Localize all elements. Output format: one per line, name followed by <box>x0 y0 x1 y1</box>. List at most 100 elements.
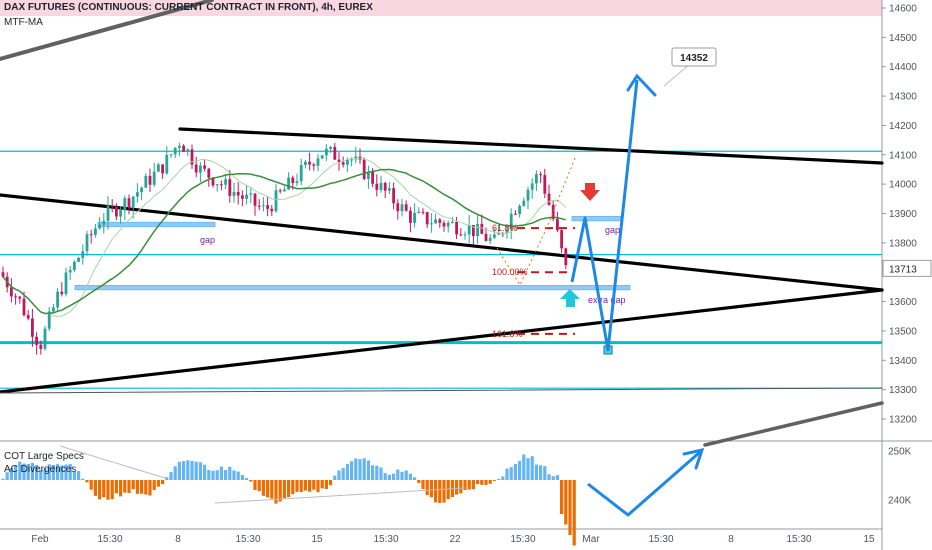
candle-body <box>249 193 253 195</box>
candle-body <box>400 204 404 212</box>
histogram-bar <box>518 460 522 480</box>
candle-body <box>304 161 307 165</box>
histogram-bar <box>282 480 286 499</box>
candle-body <box>207 168 211 178</box>
histogram-bar <box>144 480 148 495</box>
histogram-bar <box>287 480 291 498</box>
histogram-bar <box>106 480 110 500</box>
histogram-bar <box>455 480 459 495</box>
histogram-bar <box>77 471 81 480</box>
ma-fast-line <box>2 157 567 317</box>
candle-body <box>434 219 437 224</box>
candle-body <box>173 147 177 155</box>
fib-connector <box>496 157 576 287</box>
histogram-bar <box>568 480 572 535</box>
candle-body <box>295 181 299 184</box>
histogram-bar <box>14 465 18 480</box>
histogram-bar <box>337 470 341 480</box>
candle-body <box>73 261 76 271</box>
histogram-bar <box>526 458 530 480</box>
price-tick-label: 14600 <box>889 4 917 15</box>
time-tick-label: 15:30 <box>648 534 673 545</box>
candle-body <box>396 203 400 212</box>
candle-body <box>228 179 232 196</box>
histogram-bar <box>131 480 135 490</box>
candle-body <box>102 220 106 225</box>
histogram-bar <box>316 480 320 493</box>
time-tick-label: 15:30 <box>235 534 260 545</box>
gap-zone-2 <box>571 216 623 222</box>
candle-body <box>199 165 202 173</box>
histogram-bar <box>438 480 442 504</box>
histogram-bar <box>383 473 387 480</box>
histogram-bar <box>299 480 303 493</box>
gap-zone-1 <box>97 221 216 228</box>
histogram-bar <box>240 474 244 480</box>
candle-body <box>131 196 135 209</box>
fib-level-label: 161.8% <box>492 329 523 339</box>
candle-body <box>488 237 492 241</box>
candle-body <box>312 164 316 166</box>
candle-body <box>182 145 185 152</box>
histogram-bar <box>308 480 312 492</box>
histogram-bar <box>190 460 194 480</box>
candle-body <box>371 171 374 184</box>
candle-body <box>472 225 475 237</box>
histogram-bar <box>266 480 270 498</box>
time-tick-label: 15:30 <box>373 534 398 545</box>
histogram-bar <box>560 480 564 514</box>
histogram-bar <box>5 472 9 480</box>
candle-body <box>337 159 341 163</box>
candle-body <box>299 164 303 182</box>
price-tick-label: 14200 <box>889 121 917 132</box>
histogram-bar <box>387 474 391 480</box>
candle-body <box>14 296 17 298</box>
histogram-bar <box>392 473 396 480</box>
candle-body <box>224 179 227 185</box>
candle-body <box>257 205 261 207</box>
price-tick-label: 13400 <box>889 356 917 367</box>
candle-body <box>262 205 265 207</box>
chart-title: DAX FUTURES (CONTINUOUS: CURRENT CONTRAC… <box>4 2 373 13</box>
candle-body <box>283 189 286 192</box>
candle-body <box>556 218 559 231</box>
lower-indicator-2: AC Divergences <box>4 464 77 475</box>
trendline-4 <box>0 288 884 394</box>
candle-body <box>316 158 320 166</box>
histogram-bar <box>539 465 543 480</box>
down-arrow-marker <box>580 183 600 201</box>
histogram-bar <box>476 480 480 485</box>
indicator-label: MTF-MA <box>4 17 43 28</box>
candle-body <box>350 159 353 161</box>
histogram-bar <box>186 460 190 480</box>
histogram-bar <box>93 480 97 496</box>
histogram-bar <box>215 470 219 480</box>
histogram-bar <box>404 470 408 480</box>
candle-body <box>551 204 555 219</box>
histogram-bar <box>165 477 169 480</box>
candle-body <box>157 164 160 172</box>
candle-body <box>211 177 215 186</box>
histogram-bar <box>85 480 89 483</box>
histogram-bar <box>522 454 526 480</box>
histogram-bar <box>551 476 555 480</box>
target-callout-line <box>663 63 691 87</box>
time-tick-label: 15:30 <box>97 534 122 545</box>
candle-body <box>404 204 408 211</box>
candle-body <box>127 198 131 209</box>
histogram-bar <box>98 480 102 500</box>
candle-body <box>346 159 349 165</box>
candle-body <box>543 175 547 194</box>
histogram-bar <box>429 480 433 498</box>
histogram-bar <box>413 477 417 480</box>
time-tick-label: 8 <box>175 534 181 545</box>
histogram-bar <box>236 471 240 480</box>
candle-body <box>232 191 236 196</box>
candle-body <box>178 145 181 148</box>
candle-body <box>497 233 500 235</box>
candle-body <box>31 318 34 337</box>
last-price-label: 13713 <box>889 264 917 275</box>
histogram-bar <box>463 480 467 491</box>
